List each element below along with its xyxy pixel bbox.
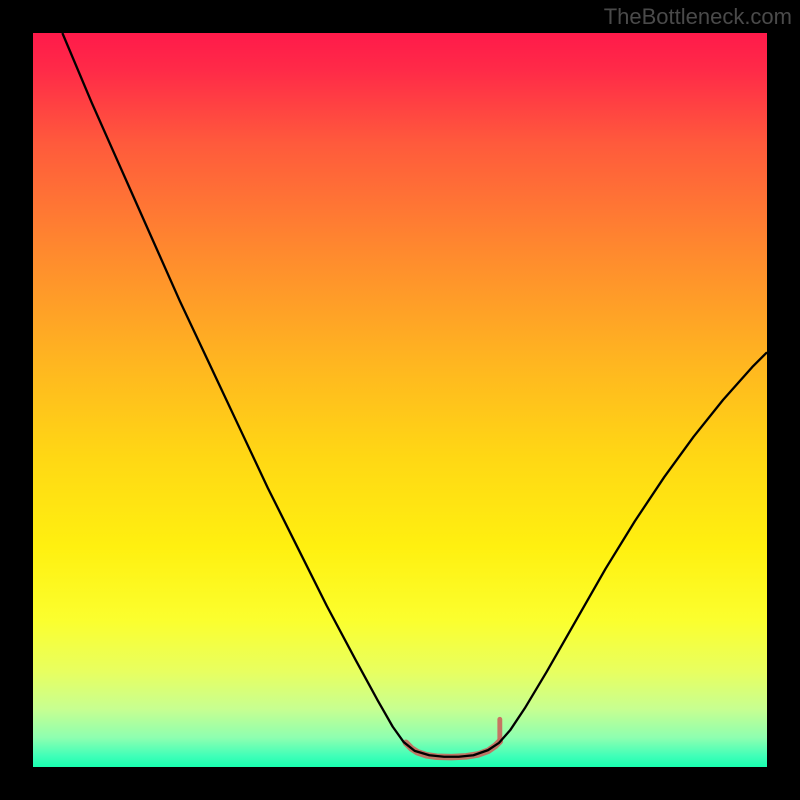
bottleneck-chart <box>33 33 767 767</box>
stage: TheBottleneck.com <box>0 0 800 800</box>
watermark-text: TheBottleneck.com <box>604 4 792 30</box>
gradient-background <box>33 33 767 767</box>
plot-frame <box>33 33 767 767</box>
